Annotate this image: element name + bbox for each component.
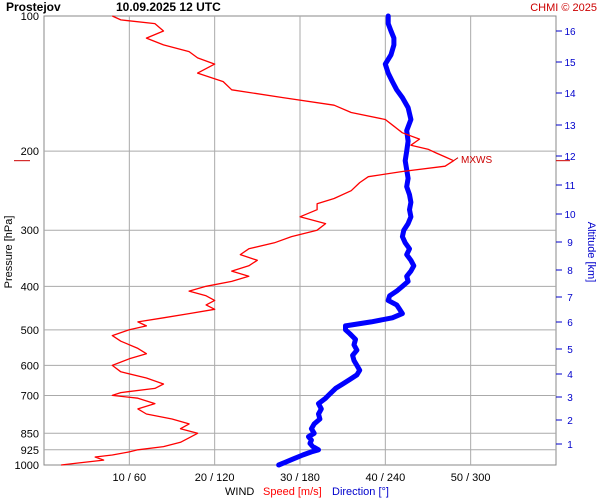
x-axis-label-speed: Speed [m/s] <box>263 486 322 498</box>
altitude-tick-label: 8 <box>567 266 573 277</box>
pressure-tick-label: 200 <box>21 146 39 158</box>
altitude-tick-label: 12 <box>564 152 576 163</box>
sounding-datetime: 10.09.2025 12 UTC <box>116 0 221 14</box>
credit-label: CHMI © 2025 <box>530 2 597 14</box>
speed-line <box>61 15 455 466</box>
wind-tick-label: 30 / 180 <box>280 472 320 484</box>
pressure-tick-label: 600 <box>21 360 39 372</box>
wind-tick-label: 20 / 120 <box>195 472 235 484</box>
pressure-tick-label: 700 <box>21 390 39 402</box>
pressure-tick-label: 400 <box>21 281 39 293</box>
y-axis-label-right: Altitude [km] <box>585 222 597 283</box>
altitude-tick-label: 15 <box>564 58 576 69</box>
max-wind-pointer <box>453 157 459 162</box>
altitude-tick-label: 2 <box>567 416 573 427</box>
altitude-tick-label: 1 <box>567 440 573 451</box>
altitude-tick-label: 10 <box>564 210 576 221</box>
altitude-tick-label: 14 <box>564 89 576 100</box>
pressure-tick-label: 300 <box>21 225 39 237</box>
x-axis-label-direction: Direction [°] <box>332 486 389 498</box>
altitude-tick-label: 6 <box>567 318 573 329</box>
wind-tick-label: 40 / 240 <box>365 472 405 484</box>
max-wind-label: MXWS <box>461 155 492 166</box>
pressure-tick-label: 925 <box>21 445 39 457</box>
x-axis-label-wind: WIND <box>225 486 254 498</box>
altitude-tick-label: 4 <box>567 370 573 381</box>
wind-tick-label: 10 / 60 <box>113 472 147 484</box>
station-name: Prostejov <box>6 0 61 14</box>
altitude-tick-label: 16 <box>564 27 576 38</box>
gridlines <box>14 15 570 466</box>
altitude-tick-label: 7 <box>567 293 573 304</box>
altitude-tick-label: 9 <box>567 238 573 249</box>
series-layer <box>61 13 455 468</box>
altitude-tick-label: 13 <box>564 121 576 132</box>
altitude-tick-label: 5 <box>567 345 573 356</box>
pressure-tick-label: 850 <box>21 428 39 440</box>
wind-tick-label: 50 / 300 <box>451 472 491 484</box>
pressure-tick-label: 1000 <box>15 460 39 472</box>
pressure-tick-label: 500 <box>21 325 39 337</box>
direction-line <box>276 13 417 468</box>
pressure-tick-label: 100 <box>21 11 39 23</box>
altitude-tick-label: 3 <box>567 393 573 404</box>
altitude-tick-label: 11 <box>565 181 576 192</box>
y-axis-label-left: Pressure [hPa] <box>3 216 15 289</box>
